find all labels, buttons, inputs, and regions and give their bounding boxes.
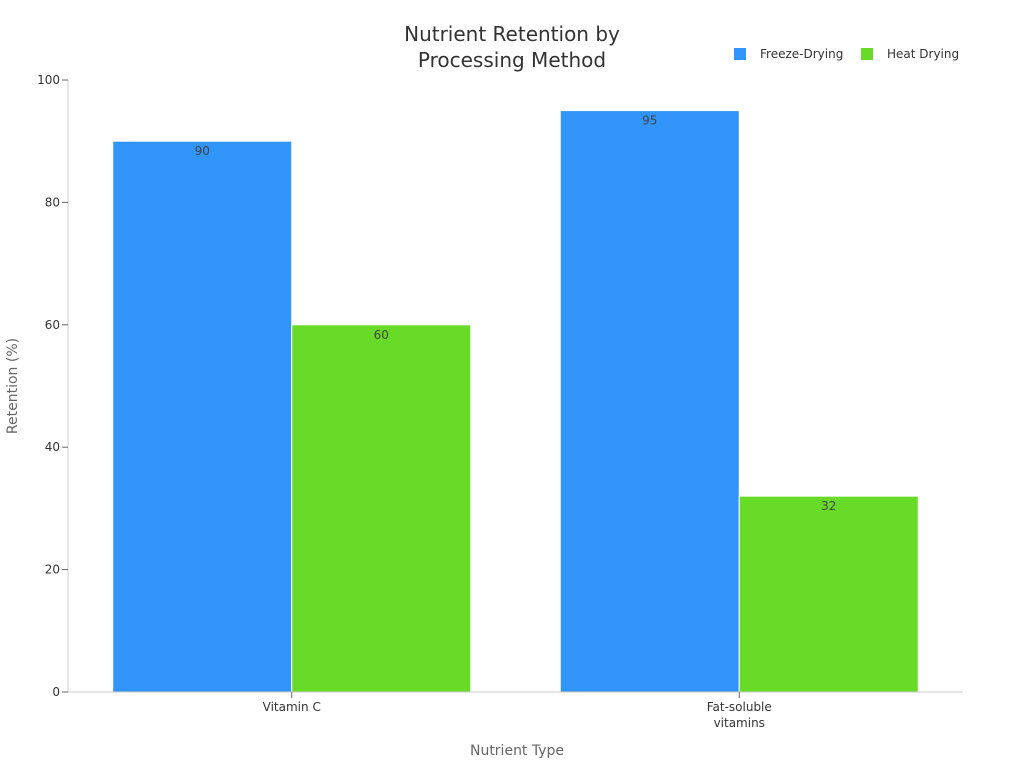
data-label: 95 xyxy=(642,114,657,128)
y-tick-label: 100 xyxy=(37,73,60,87)
y-tick-label: 60 xyxy=(45,318,60,332)
bars xyxy=(112,110,919,693)
y-tick-label: 40 xyxy=(45,440,60,454)
x-axis-title: Nutrient Type xyxy=(470,743,564,759)
legend-swatch xyxy=(861,48,873,60)
bar xyxy=(291,324,472,693)
data-label: 90 xyxy=(195,144,210,158)
x-tick-label: Fat-soluble xyxy=(707,700,772,714)
y-tick-label: 0 xyxy=(52,685,60,699)
chart-title-line: Nutrient Retention by xyxy=(404,22,620,46)
data-labels: 90 60 95 32 xyxy=(195,114,837,514)
x-tick-label: vitamins xyxy=(714,716,765,730)
bar xyxy=(112,140,293,693)
bar xyxy=(559,110,740,693)
x-axis: Vitamin C Fat-soluble vitamins xyxy=(68,691,963,730)
chart-title-line: Processing Method xyxy=(418,48,606,72)
legend-label: Freeze-Drying xyxy=(760,47,843,61)
y-tick-label: 80 xyxy=(45,195,60,209)
data-label: 60 xyxy=(374,328,389,342)
y-tick-label: 20 xyxy=(45,563,60,577)
x-tick-label: Vitamin C xyxy=(263,700,321,714)
bar xyxy=(738,495,919,693)
legend-label: Heat Drying xyxy=(887,47,959,61)
y-axis-title: Retention (%) xyxy=(5,338,21,434)
legend: Freeze-Drying Heat Drying xyxy=(734,47,959,61)
data-label: 32 xyxy=(821,499,836,513)
legend-swatch xyxy=(734,48,746,60)
y-axis: 0 20 40 60 80 100 xyxy=(37,73,69,699)
